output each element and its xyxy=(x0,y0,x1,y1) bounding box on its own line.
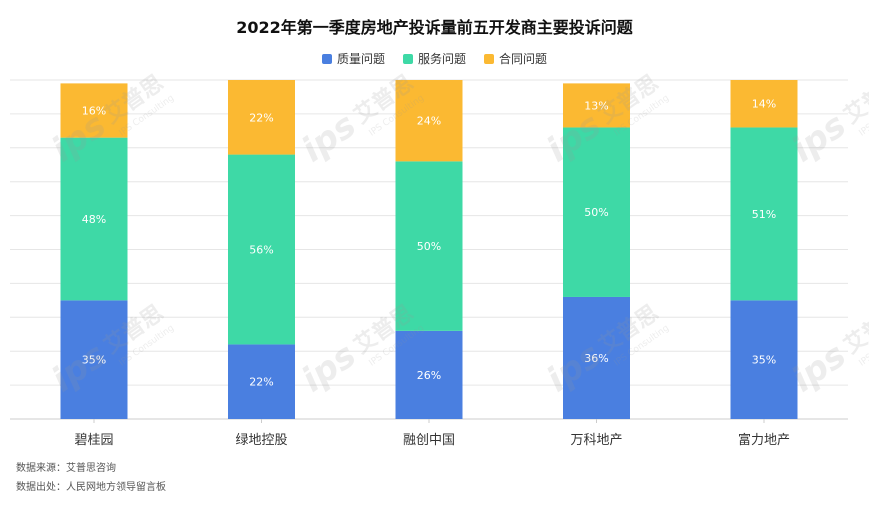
bar-quality-0 xyxy=(60,300,128,419)
watermark-mark: ips xyxy=(294,105,363,170)
legend-label-service: 服务问题 xyxy=(417,52,466,66)
data-label-contract-2: 24% xyxy=(417,115,441,128)
bar-quality-3 xyxy=(563,296,630,419)
legend-item-quality[interactable]: 质量问题 xyxy=(321,50,385,67)
data-label-quality-1: 22% xyxy=(249,376,273,389)
data-label-service-2: 50% xyxy=(417,240,441,253)
legend-item-contract[interactable]: 合同问题 xyxy=(484,50,547,67)
bar-contract-2 xyxy=(395,80,463,162)
bars xyxy=(60,80,798,423)
bar-quality-4 xyxy=(730,300,798,419)
watermark-mark: ips xyxy=(294,335,363,400)
bar-contract-3 xyxy=(563,83,630,128)
data-label-contract-1: 22% xyxy=(249,111,273,124)
bar-service-3 xyxy=(563,127,630,297)
data-label-service-0: 48% xyxy=(82,213,106,226)
legend-label-contract: 合同问题 xyxy=(499,52,548,66)
x-tick-label-4: 富力地产 xyxy=(738,432,790,448)
data-label-contract-4: 14% xyxy=(752,98,776,111)
data-label-quality-4: 35% xyxy=(752,354,776,367)
x-tick-label-2: 融创中国 xyxy=(403,433,455,448)
bar-quality-2 xyxy=(395,330,463,419)
data-label-quality-0: 35% xyxy=(82,354,106,367)
data-label-contract-3: 13% xyxy=(584,99,608,112)
legend-swatch-quality xyxy=(321,53,332,64)
data-label-service-4: 51% xyxy=(752,208,776,221)
data-label-quality-3: 36% xyxy=(584,352,608,365)
chart-legend: 质量问题 服务问题 合同问题 xyxy=(0,50,869,67)
bar-quality-1 xyxy=(228,344,295,419)
footer-source: 数据来源：艾普思咨询 xyxy=(16,463,116,474)
legend-swatch-service xyxy=(402,53,413,64)
bar-contract-4 xyxy=(730,80,798,128)
bar-service-4 xyxy=(730,127,798,301)
data-label-quality-2: 26% xyxy=(417,369,441,382)
chart-title: 2022年第一季度房地产投诉量前五开发商主要投诉问题 xyxy=(236,18,633,37)
footer-origin: 数据出处：人民网地方领导留言板 xyxy=(16,482,166,493)
legend-label-quality: 质量问题 xyxy=(336,52,385,66)
watermark-brand: 艾普思 xyxy=(839,70,869,129)
bar-service-2 xyxy=(395,161,463,331)
bar-contract-0 xyxy=(60,83,128,138)
bar-service-0 xyxy=(60,137,128,301)
watermark-brand: 艾普思 xyxy=(839,300,869,359)
bar-contract-1 xyxy=(228,80,295,155)
data-label-service-1: 56% xyxy=(249,244,273,257)
legend-item-service[interactable]: 服务问题 xyxy=(402,50,466,67)
x-tick-label-0: 碧桂园 xyxy=(74,433,113,448)
data-label-service-3: 50% xyxy=(584,206,608,219)
data-label-contract-0: 16% xyxy=(82,105,106,118)
legend-swatch-contract xyxy=(484,53,494,64)
x-tick-label-3: 万科地产 xyxy=(570,433,622,448)
bar-service-1 xyxy=(228,154,295,345)
x-tick-label-1: 绿地控股 xyxy=(235,433,287,448)
data-labels: 35% 48% 16% 22% 56% 22% 26% 50% 24% 36% 50% 13% 35% 5… xyxy=(82,98,776,389)
